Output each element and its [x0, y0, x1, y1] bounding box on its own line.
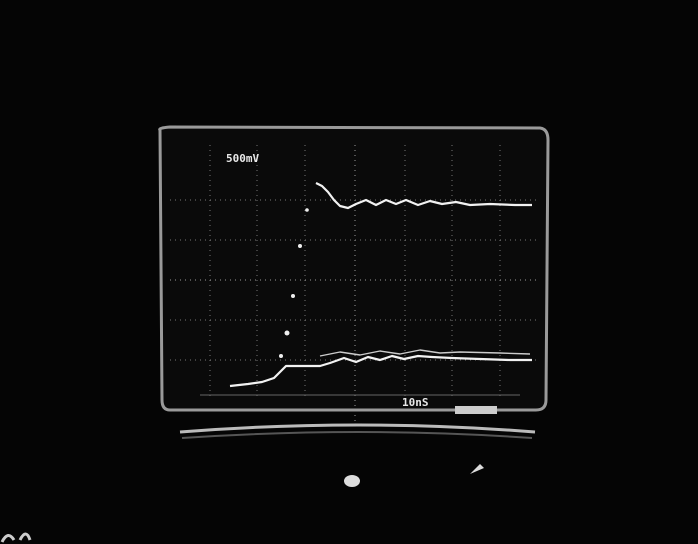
time-per-div-readout: 10nS	[402, 396, 429, 409]
bezel-reflection	[181, 431, 533, 439]
volts-per-div-readout: 500mV	[226, 152, 259, 165]
graticule	[170, 145, 540, 425]
lower-trace	[229, 354, 532, 388]
bezel-bottom-edge	[179, 423, 536, 434]
cursor-marker	[455, 406, 497, 414]
trace-dot	[284, 330, 290, 336]
lower-trace-ghost	[319, 349, 531, 357]
screen-bezel	[158, 125, 550, 412]
light-spot	[344, 475, 360, 487]
trace-dot	[291, 294, 295, 298]
corner-mark	[0, 532, 32, 543]
trace-dot	[305, 208, 309, 212]
trace-dot	[279, 354, 283, 358]
trace-dots	[279, 208, 309, 358]
light-spot	[470, 464, 484, 474]
trace-dot	[298, 244, 302, 248]
upper-trace	[315, 182, 532, 210]
